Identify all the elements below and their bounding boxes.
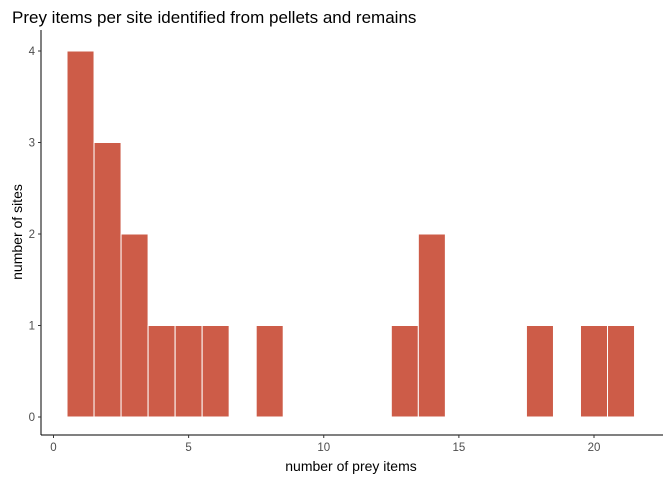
- y-tick-label: 2: [29, 229, 35, 241]
- histogram-bar: [66, 50, 95, 418]
- x-tick-label: 5: [185, 442, 191, 454]
- histogram-bar: [525, 325, 554, 418]
- bars-group: [66, 50, 636, 418]
- histogram-bar: [120, 233, 149, 418]
- histogram-bar: [607, 325, 636, 418]
- y-tick-label: 4: [29, 46, 36, 58]
- histogram-bar: [174, 325, 203, 418]
- y-axis: 0 1 2 3 4: [29, 30, 42, 435]
- histogram-bar: [390, 325, 419, 418]
- histogram-bar: [147, 325, 176, 418]
- x-axis: 0 5 10 15 20: [41, 434, 663, 454]
- y-tick-label: 1: [29, 321, 35, 333]
- y-axis-title: number of sites: [9, 184, 25, 280]
- y-tick-label: 0: [29, 412, 35, 424]
- x-axis-title: number of prey items: [285, 458, 417, 474]
- histogram-bar: [417, 233, 446, 418]
- x-tick-label: 20: [588, 442, 601, 454]
- histogram-bar: [255, 325, 284, 418]
- y-tick-label: 3: [29, 138, 35, 150]
- chart-title: Prey items per site identified from pell…: [12, 8, 416, 27]
- histogram-bar: [93, 142, 122, 418]
- x-tick-label: 10: [317, 442, 330, 454]
- histogram-bar: [201, 325, 230, 418]
- x-tick-label: 15: [452, 442, 465, 454]
- x-tick-label: 0: [50, 442, 56, 454]
- histogram-bar: [579, 325, 609, 418]
